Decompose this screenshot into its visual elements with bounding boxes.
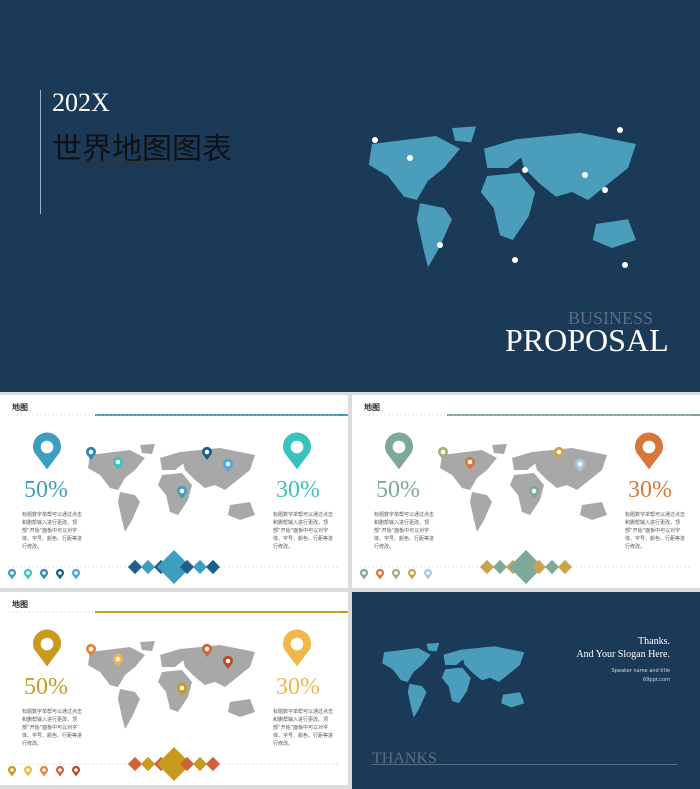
- right-percent: 30%: [276, 674, 320, 700]
- closing-slide: Thanks. And Your Slogan Here. Speaker na…: [352, 592, 700, 789]
- site: 69ppt.com: [643, 677, 670, 683]
- slide-graphics: [360, 414, 700, 584]
- closing-map: [382, 642, 525, 718]
- slide-label: 地图: [364, 403, 380, 412]
- left-percent: 50%: [24, 674, 68, 700]
- cover-subtitle: 高图视觉/矢量图标/简单易改: [78, 159, 180, 168]
- left-percent: 50%: [376, 477, 420, 503]
- cover-map: [368, 126, 636, 268]
- slide-label: 地图: [12, 600, 28, 609]
- proposal: PROPOSAL: [505, 322, 669, 358]
- right-percent: 30%: [276, 477, 320, 503]
- cover-title: 世界地图图表: [52, 132, 232, 167]
- footer-line: [372, 764, 677, 765]
- thanks: Thanks.: [638, 636, 670, 647]
- left-text: 标题数字单帮可以通过点击和删帮输入进行更改。顶部“开始”面板中可以对字体、字号、…: [374, 512, 435, 550]
- map-slide: 地图 50% 30% 标题数字单帮可以通过点击和删帮输入进行更改。顶部“开始”面…: [0, 592, 348, 785]
- footer: THANKS: [372, 750, 437, 767]
- right-text: 标题数字单帮可以通过点击和删帮输入进行更改。顶部“开始”面板中可以对字体、字号、…: [625, 512, 686, 550]
- left-percent: 50%: [24, 477, 68, 503]
- right-text: 标题数字单帮可以通过点击和删帮输入进行更改。顶部“开始”面板中可以对字体、字号、…: [273, 512, 334, 550]
- left-text: 标题数字单帮可以通过点击和删帮输入进行更改。顶部“开始”面板中可以对字体、字号、…: [22, 512, 83, 550]
- right-percent: 30%: [628, 477, 672, 503]
- divider: [40, 90, 41, 214]
- map-slide: 地图 50% 30% 标题数字单帮可以通过点击和删帮输入进行更改。顶部“开始”面…: [0, 395, 348, 588]
- slide-graphics: [7, 414, 348, 584]
- right-text: 标题数字单帮可以通过点击和删帮输入进行更改。顶部“开始”面板中可以对字体、字号、…: [273, 709, 334, 747]
- slide-label: 地图: [12, 403, 28, 412]
- year: 202X: [52, 88, 110, 117]
- speaker: Speaker name and title: [611, 668, 670, 674]
- slide-graphics: [7, 611, 348, 781]
- slogan: And Your Slogan Here.: [576, 649, 670, 660]
- business: BUSINESS: [568, 308, 654, 328]
- map-slide: 地图 50% 30% 标题数字单帮可以通过点击和删帮输入进行更改。顶部“开始”面…: [352, 395, 700, 588]
- left-text: 标题数字单帮可以通过点击和删帮输入进行更改。顶部“开始”面板中可以对字体、字号、…: [22, 709, 83, 747]
- cover-slide: 202X 世界地图图表 高图视觉/矢量图标/简单易改 BUSINESS PROP…: [0, 0, 700, 392]
